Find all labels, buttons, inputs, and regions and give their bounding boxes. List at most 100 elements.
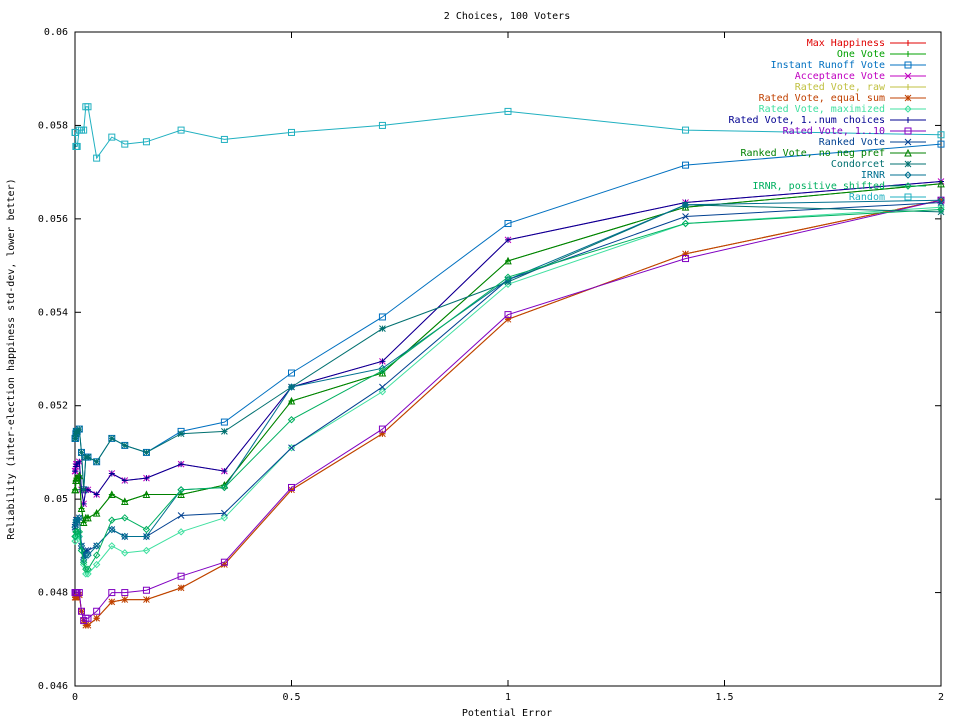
series-10 bbox=[71, 179, 945, 526]
series-line bbox=[74, 183, 942, 525]
data-point bbox=[288, 128, 295, 136]
legend-label: Rated Vote, maximized bbox=[759, 104, 885, 115]
data-point bbox=[84, 614, 92, 622]
data-point bbox=[92, 509, 101, 517]
data-point bbox=[80, 617, 88, 625]
data-point bbox=[937, 196, 945, 204]
legend-label: Max Happiness bbox=[807, 38, 885, 49]
data-point bbox=[108, 542, 116, 550]
data-point bbox=[73, 516, 81, 524]
data-point bbox=[108, 470, 115, 477]
data-point bbox=[75, 425, 83, 433]
y-tick-label: 0.048 bbox=[38, 588, 68, 599]
legend-label: IRNR bbox=[861, 170, 886, 181]
data-point bbox=[92, 542, 101, 550]
legend-entry: Random bbox=[849, 192, 926, 203]
data-point bbox=[72, 528, 81, 536]
data-point bbox=[121, 549, 129, 557]
legend-marker bbox=[905, 117, 911, 123]
data-point bbox=[142, 138, 150, 146]
legend-entry: Rated Vote, raw bbox=[795, 82, 926, 93]
data-point bbox=[177, 486, 185, 494]
data-point bbox=[177, 528, 185, 536]
legend-entry: Ranked Vote, no neg pref bbox=[741, 148, 926, 159]
data-point bbox=[288, 444, 295, 452]
y-tick-label: 0.056 bbox=[38, 214, 68, 225]
data-point bbox=[378, 121, 386, 129]
legend-entry: Max Happiness bbox=[807, 38, 926, 49]
legend-entry: Rated Vote, equal sum bbox=[759, 93, 926, 104]
data-point bbox=[379, 358, 386, 365]
data-point bbox=[378, 425, 386, 433]
data-point bbox=[681, 219, 690, 228]
data-point bbox=[682, 213, 689, 220]
data-point bbox=[287, 396, 296, 405]
data-point bbox=[288, 483, 295, 491]
x-tick-label: 0.5 bbox=[282, 692, 300, 703]
data-point bbox=[177, 490, 185, 498]
data-point bbox=[107, 490, 116, 498]
series-line bbox=[74, 183, 942, 525]
legend-entry: Rated Vote, maximized bbox=[759, 104, 926, 115]
data-point bbox=[121, 140, 129, 148]
data-point bbox=[378, 364, 387, 373]
data-point bbox=[378, 368, 387, 377]
legend-label: One Vote bbox=[837, 49, 885, 60]
data-point bbox=[84, 103, 92, 111]
data-point bbox=[93, 491, 100, 498]
y-tick-label: 0.052 bbox=[38, 401, 68, 412]
data-point bbox=[288, 369, 295, 377]
chart-title: 2 Choices, 100 Voters bbox=[444, 11, 570, 22]
legend-entry: Instant Runoff Vote bbox=[771, 60, 926, 71]
series-8 bbox=[71, 196, 945, 625]
data-point bbox=[121, 596, 129, 603]
data-point bbox=[93, 154, 101, 162]
series-1 bbox=[72, 180, 944, 526]
data-point bbox=[682, 255, 690, 263]
data-point bbox=[108, 525, 116, 534]
data-point bbox=[72, 435, 79, 442]
data-point bbox=[92, 560, 101, 569]
data-point bbox=[177, 512, 185, 519]
data-point bbox=[142, 532, 151, 541]
data-point bbox=[79, 518, 88, 526]
data-point bbox=[93, 614, 101, 622]
data-point bbox=[378, 366, 387, 375]
legend-entry: One Vote bbox=[837, 49, 926, 60]
legend-entry: Rated Vote, 1..10 bbox=[783, 126, 926, 137]
data-point bbox=[71, 532, 80, 541]
data-point bbox=[120, 497, 129, 505]
data-point bbox=[504, 220, 512, 228]
data-point bbox=[287, 416, 296, 424]
data-point bbox=[78, 449, 85, 456]
data-point bbox=[937, 205, 945, 214]
legend-label: Rated Vote, raw bbox=[795, 82, 886, 93]
data-point bbox=[178, 461, 185, 468]
data-point bbox=[504, 107, 512, 115]
data-point bbox=[93, 607, 101, 615]
data-point bbox=[220, 514, 229, 522]
data-point bbox=[73, 528, 81, 536]
data-point bbox=[93, 458, 101, 466]
data-point bbox=[287, 383, 296, 391]
data-point bbox=[82, 551, 90, 559]
legend-marker bbox=[905, 51, 911, 57]
data-point bbox=[221, 428, 228, 435]
data-point bbox=[220, 135, 228, 143]
data-point bbox=[108, 589, 116, 597]
series-9 bbox=[71, 199, 945, 559]
legend-marker bbox=[904, 105, 912, 113]
data-point bbox=[504, 315, 512, 323]
y-tick-label: 0.046 bbox=[38, 681, 68, 692]
series-11 bbox=[71, 201, 945, 494]
data-point bbox=[221, 468, 228, 475]
data-point bbox=[75, 514, 84, 522]
data-point bbox=[73, 474, 81, 482]
data-point bbox=[71, 537, 80, 545]
data-point bbox=[177, 430, 185, 438]
legend-marker bbox=[905, 40, 911, 46]
data-point bbox=[220, 483, 229, 492]
legend-entry: Ranked Vote bbox=[819, 137, 926, 148]
data-point bbox=[142, 586, 150, 594]
